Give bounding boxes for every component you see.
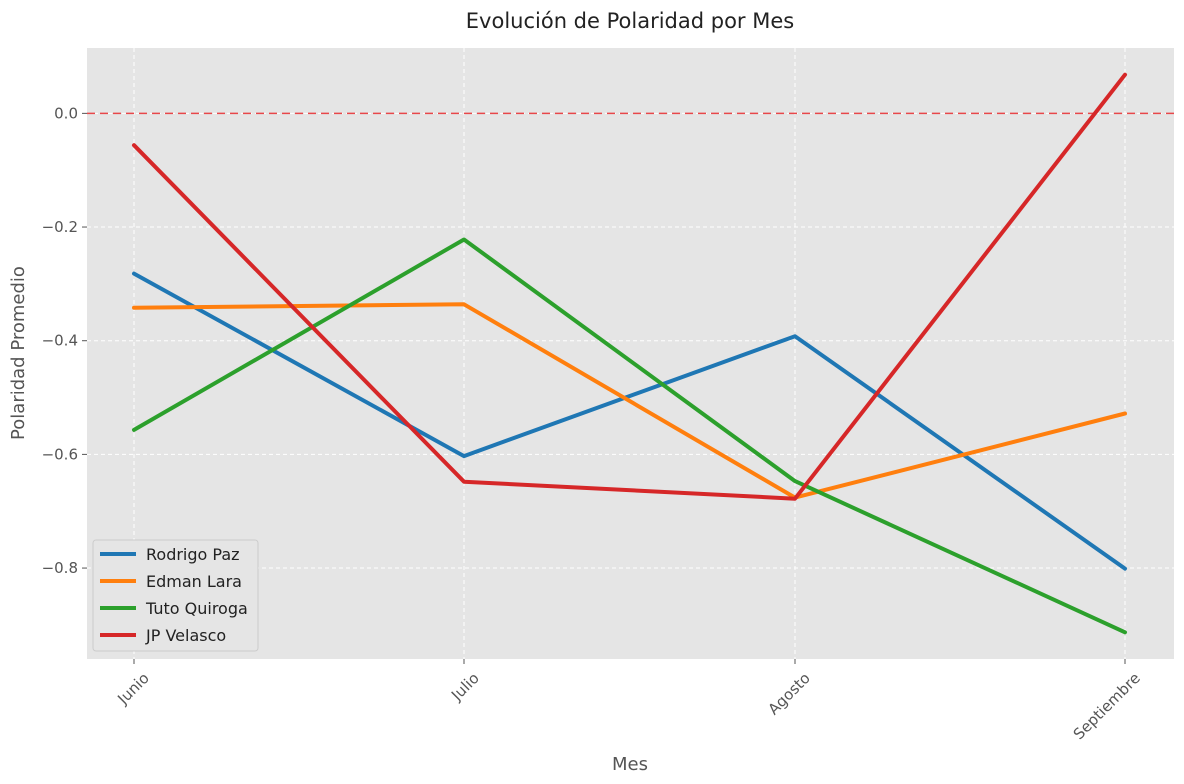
series-line-0 bbox=[132, 271, 1127, 571]
legend: Rodrigo Paz Edman Lara Tuto Quiroga JP Vela… bbox=[92, 539, 259, 652]
y-tick-label: −0.8 bbox=[42, 559, 78, 577]
y-axis-title: Polaridad Promedio bbox=[8, 266, 29, 440]
grid-lines bbox=[87, 48, 1174, 659]
series-line-1 bbox=[132, 302, 1127, 500]
series-line-2 bbox=[132, 237, 1127, 635]
x-axis-title: Mes bbox=[612, 754, 648, 775]
chart-title: Evolución de Polaridad por Mes bbox=[466, 9, 794, 33]
legend-label: Tuto Quiroga bbox=[145, 599, 248, 618]
y-tick-label: −0.4 bbox=[42, 332, 78, 350]
legend-label: JP Velasco bbox=[145, 626, 226, 645]
series-lines bbox=[132, 72, 1127, 635]
legend-label: Rodrigo Paz bbox=[146, 545, 240, 564]
y-tick-label: −0.6 bbox=[42, 445, 78, 463]
legend-label: Edman Lara bbox=[146, 572, 242, 591]
series-line-3 bbox=[132, 72, 1127, 501]
y-tick-label: 0.0 bbox=[54, 104, 78, 122]
y-axis-ticks: 0.0 −0.2 −0.4 −0.6 −0.8 bbox=[42, 104, 87, 577]
legend-box bbox=[92, 539, 259, 652]
y-tick-label: −0.2 bbox=[42, 218, 78, 236]
